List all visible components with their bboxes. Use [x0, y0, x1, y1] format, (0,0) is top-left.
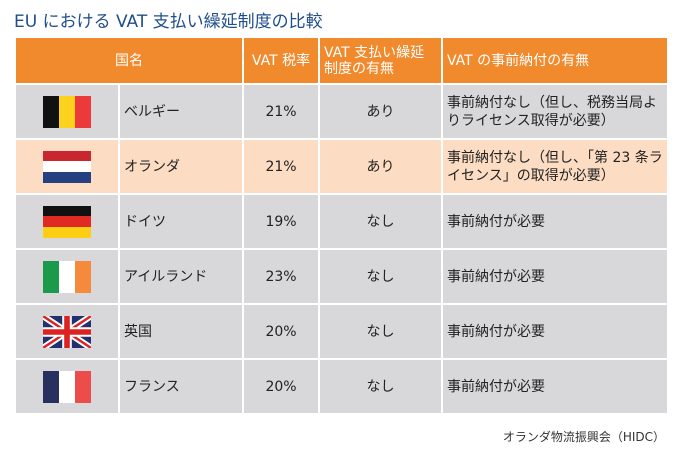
ireland-flag-icon: [43, 260, 91, 293]
uk-flag-icon: [43, 315, 91, 348]
prepay: 事前納付が必要: [441, 193, 669, 250]
vat-rate: 21%: [242, 83, 320, 140]
deferral: なし: [318, 358, 443, 415]
prepay: 事前納付が必要: [441, 358, 669, 415]
deferral: あり: [318, 138, 443, 195]
page-title: EU における VAT 支払い繰延制度の比較: [14, 12, 323, 32]
prepay: 事前納付なし（但し、税務当局よりライセンス取得が必要）: [441, 83, 669, 140]
header-prepay: VAT の事前納付の有無: [441, 38, 669, 85]
country-name: ベルギー: [118, 83, 244, 140]
deferral: あり: [318, 83, 443, 140]
deferral: なし: [318, 193, 443, 250]
vat-rate: 23%: [242, 248, 320, 305]
country-name: ドイツ: [118, 193, 244, 250]
header-country: 国名: [14, 38, 244, 85]
country-name: 英国: [118, 303, 244, 360]
table-row: 英国 20% なし 事前納付が必要: [14, 303, 669, 360]
header-rate: VAT 税率: [242, 38, 320, 85]
deferral: なし: [318, 303, 443, 360]
prepay: 事前納付が必要: [441, 248, 669, 305]
netherlands-flag-icon: [43, 150, 91, 183]
table-row: アイルランド 23% なし 事前納付が必要: [14, 248, 669, 305]
vat-rate: 20%: [242, 358, 320, 415]
table-header: 国名 VAT 税率 VAT 支払い繰延制度の有無 VAT の事前納付の有無: [14, 38, 669, 85]
prepay: 事前納付が必要: [441, 303, 669, 360]
table-row: ベルギー 21% あり 事前納付なし（但し、税務当局よりライセンス取得が必要）: [14, 83, 669, 140]
table-row: オランダ 21% あり 事前納付なし（但し、「第 23 条ライセンス」の取得が必…: [14, 138, 669, 195]
france-flag-icon: [43, 370, 91, 403]
country-name: フランス: [118, 358, 244, 415]
vat-comparison-table: 国名 VAT 税率 VAT 支払い繰延制度の有無 VAT の事前納付の有無 ベル…: [14, 38, 669, 415]
country-name: オランダ: [118, 138, 244, 195]
vat-rate: 19%: [242, 193, 320, 250]
table-row: ドイツ 19% なし 事前納付が必要: [14, 193, 669, 250]
belgium-flag-icon: [43, 95, 91, 128]
table-row: フランス 20% なし 事前納付が必要: [14, 358, 669, 415]
germany-flag-icon: [43, 205, 91, 238]
vat-rate: 21%: [242, 138, 320, 195]
vat-rate: 20%: [242, 303, 320, 360]
header-deferral: VAT 支払い繰延制度の有無: [318, 38, 443, 85]
source-credit: オランダ物流振興会（HIDC）: [502, 430, 665, 444]
country-name: アイルランド: [118, 248, 244, 305]
deferral: なし: [318, 248, 443, 305]
prepay: 事前納付なし（但し、「第 23 条ライセンス」の取得が必要）: [441, 138, 669, 195]
